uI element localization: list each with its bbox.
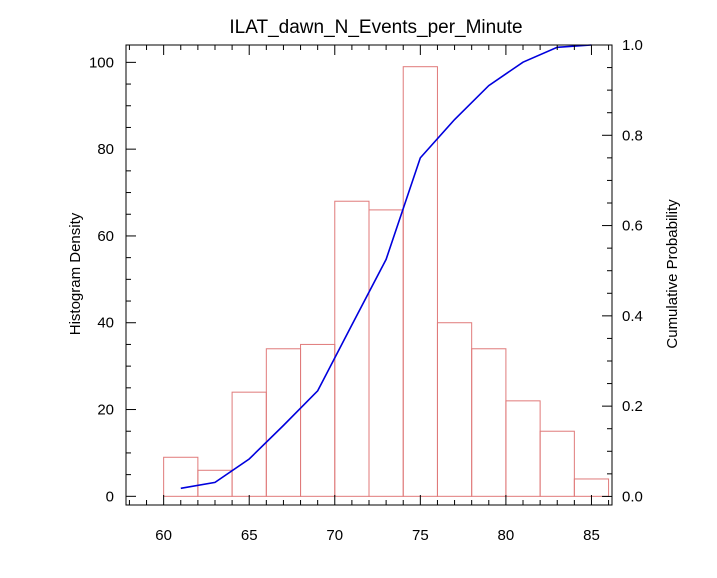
histogram-bar-10 [505,400,541,497]
y-tick-label: 80 [97,141,114,158]
chart-title: ILAT_dawn_N_Events_per_Minute [229,17,522,38]
x-tick-label: 65 [241,527,258,544]
histogram-bar-9 [471,348,507,497]
histogram-bar-2 [231,391,267,497]
y2-tick-label: 0.6 [622,218,643,235]
y-tick-label: 100 [89,54,114,71]
y2-tick-label: 0.4 [622,308,643,325]
y2-tick-label: 1.0 [622,37,643,54]
y-tick-label: 60 [97,228,114,245]
y2-tick-label: 0.8 [622,127,643,144]
y2-axis-label: Cumulative Probability [664,199,681,349]
y-axis-label: Histogram Density [67,212,84,335]
y2-tick-label: 0.2 [622,398,643,415]
histogram-bar-0 [163,456,199,497]
y-tick-label: 20 [97,402,114,419]
histogram-bar-8 [436,322,473,497]
cumulative-line-layer [180,44,592,490]
histogram-bar-3 [265,348,302,497]
axes: 60 65 70 75 80 85 0 20 40 60 80 100 0.0 0.2 0.4 0.6 0.8 1… [89,37,643,544]
histogram-bar-7 [402,66,438,497]
y-tick-label: 0 [106,488,114,505]
y-tick-label: 40 [97,315,114,332]
x-tick-label: 75 [412,527,429,544]
x-tick-label: 85 [583,527,600,544]
histogram-bar-12 [573,478,610,497]
cumulative-probability-line [180,44,592,490]
x-tick-label: 70 [326,527,343,544]
x-tick-label: 60 [155,527,172,544]
histogram-bars [163,66,610,497]
y2-tick-label: 0.0 [622,488,643,505]
histogram-bar-6 [368,209,404,497]
x-tick-label: 80 [498,527,515,544]
histogram-bar-11 [539,430,575,497]
